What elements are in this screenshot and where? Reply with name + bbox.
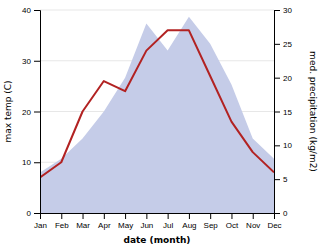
marks [40, 17, 274, 213]
x-tick-mark [168, 213, 169, 219]
x-tick: Aug [182, 213, 196, 230]
x-tick: Sep [204, 213, 219, 230]
y2-tick-mark [274, 213, 280, 214]
grid-line [40, 10, 274, 11]
y-tick: 40 [22, 6, 40, 15]
x-tick-mark [210, 213, 211, 219]
x-tick-label: May [118, 221, 133, 230]
x-tick: Apr [98, 213, 111, 230]
y-tick-label: 10 [22, 158, 31, 167]
y2-tick-label: 20 [283, 74, 292, 83]
y2-axis: 0 5 10 15 20 25 30 [274, 6, 292, 218]
x-tick: Nov [246, 213, 260, 230]
y2-tick: 30 [274, 6, 292, 15]
line [40, 30, 274, 177]
x-tick-label: Aug [182, 221, 196, 230]
y2-tick-mark [274, 78, 280, 79]
plot-area: JanFebMarAprMayJunJulAugSepOctNovDec0102… [22, 6, 292, 230]
x-tick: Feb [55, 213, 69, 230]
y2-tick-label: 0 [283, 209, 288, 218]
x-tick-mark [83, 213, 84, 219]
x-tick: Mar [76, 213, 90, 230]
y2-tick-mark [274, 10, 280, 11]
chart-container: JanFebMarAprMayJunJulAugSepOctNovDec0102… [0, 0, 318, 247]
y2-tick: 0 [274, 209, 288, 218]
y-tick-mark [34, 112, 40, 113]
x-tick-mark [231, 213, 232, 219]
axis-line [275, 11, 281, 214]
area [40, 17, 274, 213]
y2-tick-mark [274, 112, 280, 113]
y-tick: 10 [22, 158, 40, 167]
y2-tick-label: 30 [283, 6, 292, 15]
y2-axis-title: med. precipitation (kg/m2) [308, 51, 318, 172]
y-axis-title: max temp (C) [3, 80, 13, 142]
y2-tick: 10 [274, 141, 292, 150]
y-tick-label: 30 [22, 57, 31, 66]
y2-tick-mark [274, 44, 280, 45]
x-tick: Dec [267, 213, 281, 230]
y2-tick-mark [274, 179, 280, 180]
x-tick-label: Nov [246, 221, 260, 230]
y-tick-mark [34, 162, 40, 163]
x-tick: Oct [226, 213, 239, 230]
y2-tick-label: 15 [283, 108, 292, 117]
x-tick-label: Oct [226, 221, 239, 230]
x-tick-label: Mar [76, 221, 90, 230]
y-tick: 0 [27, 209, 40, 218]
x-tick-label: Apr [98, 221, 111, 230]
x-tick-mark [125, 213, 126, 219]
grid [40, 10, 274, 213]
x-tick: May [118, 213, 133, 230]
y-tick-mark [34, 213, 40, 214]
x-tick-label: Jun [140, 221, 153, 230]
y-tick-label: 0 [27, 209, 32, 218]
chart: JanFebMarAprMayJunJulAugSepOctNovDec0102… [0, 0, 318, 247]
x-tick-label: Feb [55, 221, 69, 230]
y-tick: 30 [22, 57, 40, 66]
y-tick: 20 [22, 108, 40, 117]
y2-tick-mark [274, 145, 280, 146]
x-axis-title: date (month) [124, 235, 191, 245]
x-axis: Jan Feb Mar Apr May Jun Jul Aug Sep Oct Nov Dec [34, 213, 282, 230]
y2-tick-label: 10 [283, 141, 292, 150]
x-tick: Jun [140, 213, 153, 230]
y2-tick: 15 [274, 108, 292, 117]
x-tick-mark [146, 213, 147, 219]
y2-tick: 20 [274, 74, 292, 83]
x-tick-mark [61, 213, 62, 219]
y2-tick: 25 [274, 40, 292, 49]
x-tick-mark [189, 213, 190, 219]
x-tick: Jan [34, 213, 47, 230]
x-tick-mark [104, 213, 105, 219]
x-tick-label: Jan [34, 221, 47, 230]
x-tick-label: Dec [267, 221, 281, 230]
y-tick-mark [34, 10, 40, 11]
x-tick-mark [253, 213, 254, 219]
x-tick-label: Sep [204, 221, 219, 230]
y2-tick-label: 5 [283, 175, 288, 184]
axis-line [41, 214, 275, 220]
y-tick-label: 40 [22, 6, 31, 15]
y-tick-mark [34, 61, 40, 62]
y-axis: 0 10 20 30 40 [22, 6, 40, 218]
y-tick-label: 20 [22, 108, 31, 117]
y2-tick-label: 25 [283, 40, 292, 49]
x-tick: Jul [163, 213, 173, 230]
x-tick-label: Jul [163, 221, 173, 230]
axis-line [34, 11, 41, 214]
y2-tick: 5 [274, 175, 288, 184]
